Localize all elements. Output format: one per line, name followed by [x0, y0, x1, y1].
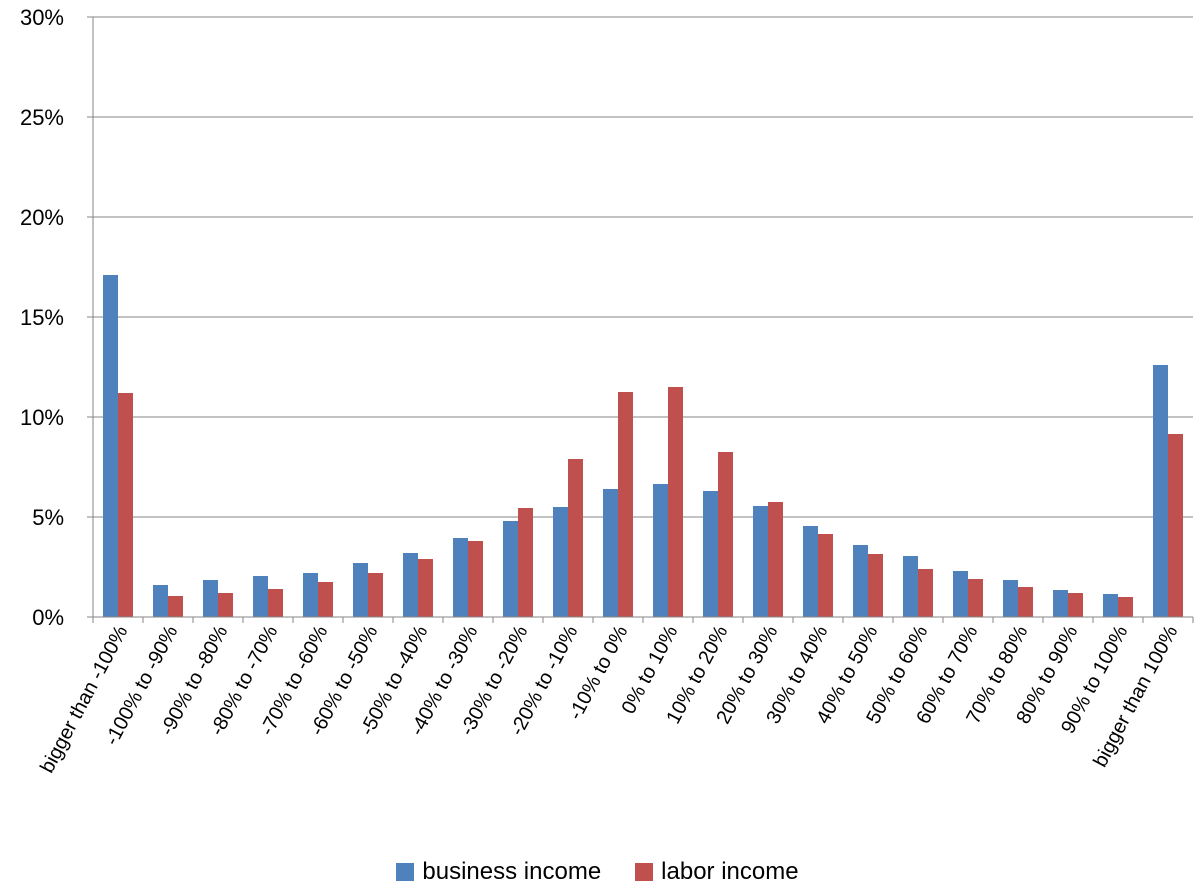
bar-labor-income [1168, 434, 1183, 617]
bar-labor-income [118, 393, 133, 617]
legend-swatch-labor-income [635, 863, 654, 881]
bar-business-income [453, 538, 468, 617]
bar-business-income [1103, 594, 1118, 617]
bar-business-income [403, 553, 418, 617]
bar-labor-income [268, 589, 283, 617]
bar-labor-income [318, 582, 333, 617]
bar-business-income [553, 507, 568, 617]
bar-business-income [1053, 590, 1068, 617]
bar-business-income [953, 571, 968, 617]
y-tick-label: 20% [20, 205, 64, 230]
bar-business-income [303, 573, 318, 617]
bar-labor-income [1118, 597, 1133, 617]
bar-business-income [603, 489, 618, 617]
legend-swatch-business-income [396, 863, 415, 881]
bar-business-income [1153, 365, 1168, 617]
bar-business-income [103, 275, 118, 617]
bar-labor-income [818, 534, 833, 617]
bars [103, 275, 1183, 617]
y-tick-label: 15% [20, 305, 64, 330]
bar-labor-income [968, 579, 983, 617]
bar-labor-income [1068, 593, 1083, 617]
x-tick-labels: bigger than -100%-100% to -90%-90% to -8… [36, 622, 1182, 777]
legend-item-labor-income: labor income [635, 858, 799, 886]
bar-labor-income [218, 593, 233, 617]
bar-labor-income [668, 387, 683, 617]
bar-business-income [353, 563, 368, 617]
y-tick-label: 0% [32, 605, 64, 630]
bar-business-income [753, 506, 768, 617]
bar-labor-income [568, 459, 583, 617]
legend-label-business-income: business income [422, 858, 602, 885]
bar-labor-income [618, 392, 633, 617]
bar-business-income [653, 484, 668, 617]
y-tick-label: 25% [20, 105, 64, 130]
legend: business income labor income [0, 858, 1195, 886]
legend-label-labor-income: labor income [661, 858, 799, 885]
y-tick-label: 10% [20, 405, 64, 430]
x-tick-label: bigger than -100% [36, 622, 132, 777]
axes [87, 16, 1194, 623]
bar-business-income [503, 521, 518, 617]
bar-labor-income [1018, 587, 1033, 617]
bar-labor-income [418, 559, 433, 617]
legend-item-business-income: business income [396, 858, 601, 886]
bar-labor-income [768, 502, 783, 617]
bar-business-income [853, 545, 868, 617]
bar-business-income [203, 580, 218, 617]
y-tick-label: 30% [20, 5, 64, 30]
gridlines [93, 16, 1193, 518]
bar-labor-income [468, 541, 483, 617]
bar-labor-income [868, 554, 883, 617]
bar-business-income [703, 491, 718, 617]
bar-business-income [1003, 580, 1018, 617]
y-tick-labels: 0% 5% 10% 15% 20% 25% 30% [20, 5, 64, 630]
bar-business-income [903, 556, 918, 617]
bar-business-income [803, 526, 818, 617]
bar-labor-income [718, 452, 733, 617]
bar-business-income [153, 585, 168, 617]
y-tick-label: 5% [32, 505, 64, 530]
bar-labor-income [168, 596, 183, 617]
bar-business-income [253, 576, 268, 617]
bar-labor-income [518, 508, 533, 617]
bar-labor-income [368, 573, 383, 617]
bar-labor-income [918, 569, 933, 617]
